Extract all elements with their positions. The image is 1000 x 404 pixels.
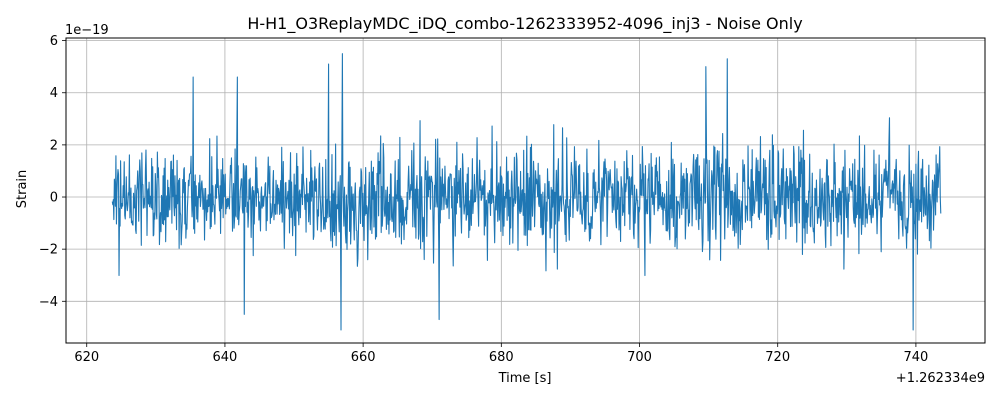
x-ticks: 620 640 660 680 700 720 740 <box>74 343 928 365</box>
x-tick-label: 620 <box>74 350 99 365</box>
x-tick-label: 660 <box>351 350 376 365</box>
y-tick-label: −2 <box>39 243 58 258</box>
x-tick-label: 640 <box>213 350 238 365</box>
strain-trace <box>111 53 942 331</box>
strain-series <box>111 53 942 331</box>
chart-title: H-H1_O3ReplayMDC_iDQ_combo-1262333952-40… <box>247 14 802 34</box>
y-tick-label: 0 <box>50 191 58 206</box>
x-axis-label: Time [s] <box>498 371 552 386</box>
y-tick-label: 4 <box>50 86 58 101</box>
y-tick-label: 2 <box>50 138 58 153</box>
y-multiplier-label: 1e−19 <box>65 23 109 38</box>
x-tick-label: 680 <box>489 350 514 365</box>
x-tick-label: 740 <box>903 350 928 365</box>
plot-frame <box>65 37 986 344</box>
y-axis-label: Strain <box>15 170 30 209</box>
x-tick-label: 700 <box>627 350 652 365</box>
y-ticks: −4 −2 0 2 4 6 <box>39 34 66 310</box>
y-tick-label: −4 <box>39 295 58 310</box>
y-tick-label: 6 <box>50 34 58 49</box>
x-tick-label: 720 <box>765 350 790 365</box>
x-offset-label: +1.262334e9 <box>896 371 985 386</box>
